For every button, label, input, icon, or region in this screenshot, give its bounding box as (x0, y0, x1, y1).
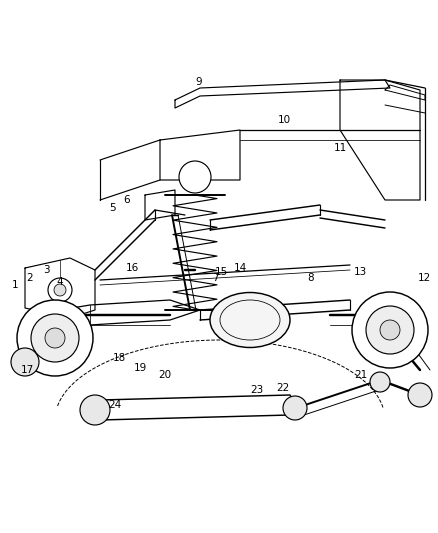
Circle shape (17, 300, 93, 376)
Text: 7: 7 (212, 273, 218, 283)
Circle shape (370, 372, 390, 392)
Circle shape (380, 320, 400, 340)
Text: 1: 1 (12, 280, 18, 290)
Text: 11: 11 (333, 143, 346, 153)
Circle shape (283, 396, 307, 420)
Text: 22: 22 (276, 383, 290, 393)
Text: 2: 2 (27, 273, 33, 283)
Text: 9: 9 (196, 77, 202, 87)
Text: 23: 23 (251, 385, 264, 395)
Circle shape (48, 278, 72, 302)
Text: 3: 3 (42, 265, 49, 275)
Circle shape (179, 161, 211, 193)
Circle shape (366, 306, 414, 354)
Text: 12: 12 (417, 273, 431, 283)
Text: 17: 17 (21, 365, 34, 375)
Text: 15: 15 (214, 267, 228, 277)
Circle shape (80, 395, 110, 425)
Text: 14: 14 (233, 263, 247, 273)
Text: 18: 18 (113, 353, 126, 363)
Text: 6: 6 (124, 195, 131, 205)
Text: 5: 5 (109, 203, 115, 213)
Ellipse shape (220, 300, 280, 340)
Text: 13: 13 (353, 267, 367, 277)
Text: 4: 4 (57, 277, 64, 287)
Circle shape (54, 284, 66, 296)
Circle shape (11, 348, 39, 376)
Circle shape (352, 292, 428, 368)
Text: 10: 10 (277, 115, 290, 125)
Circle shape (31, 314, 79, 362)
Ellipse shape (210, 293, 290, 348)
Circle shape (45, 328, 65, 348)
Text: 20: 20 (159, 370, 172, 380)
Text: 8: 8 (307, 273, 314, 283)
Text: 24: 24 (108, 400, 122, 410)
Circle shape (408, 383, 432, 407)
Circle shape (37, 302, 53, 318)
Text: 19: 19 (134, 363, 147, 373)
Text: 16: 16 (125, 263, 138, 273)
Text: 21: 21 (354, 370, 367, 380)
